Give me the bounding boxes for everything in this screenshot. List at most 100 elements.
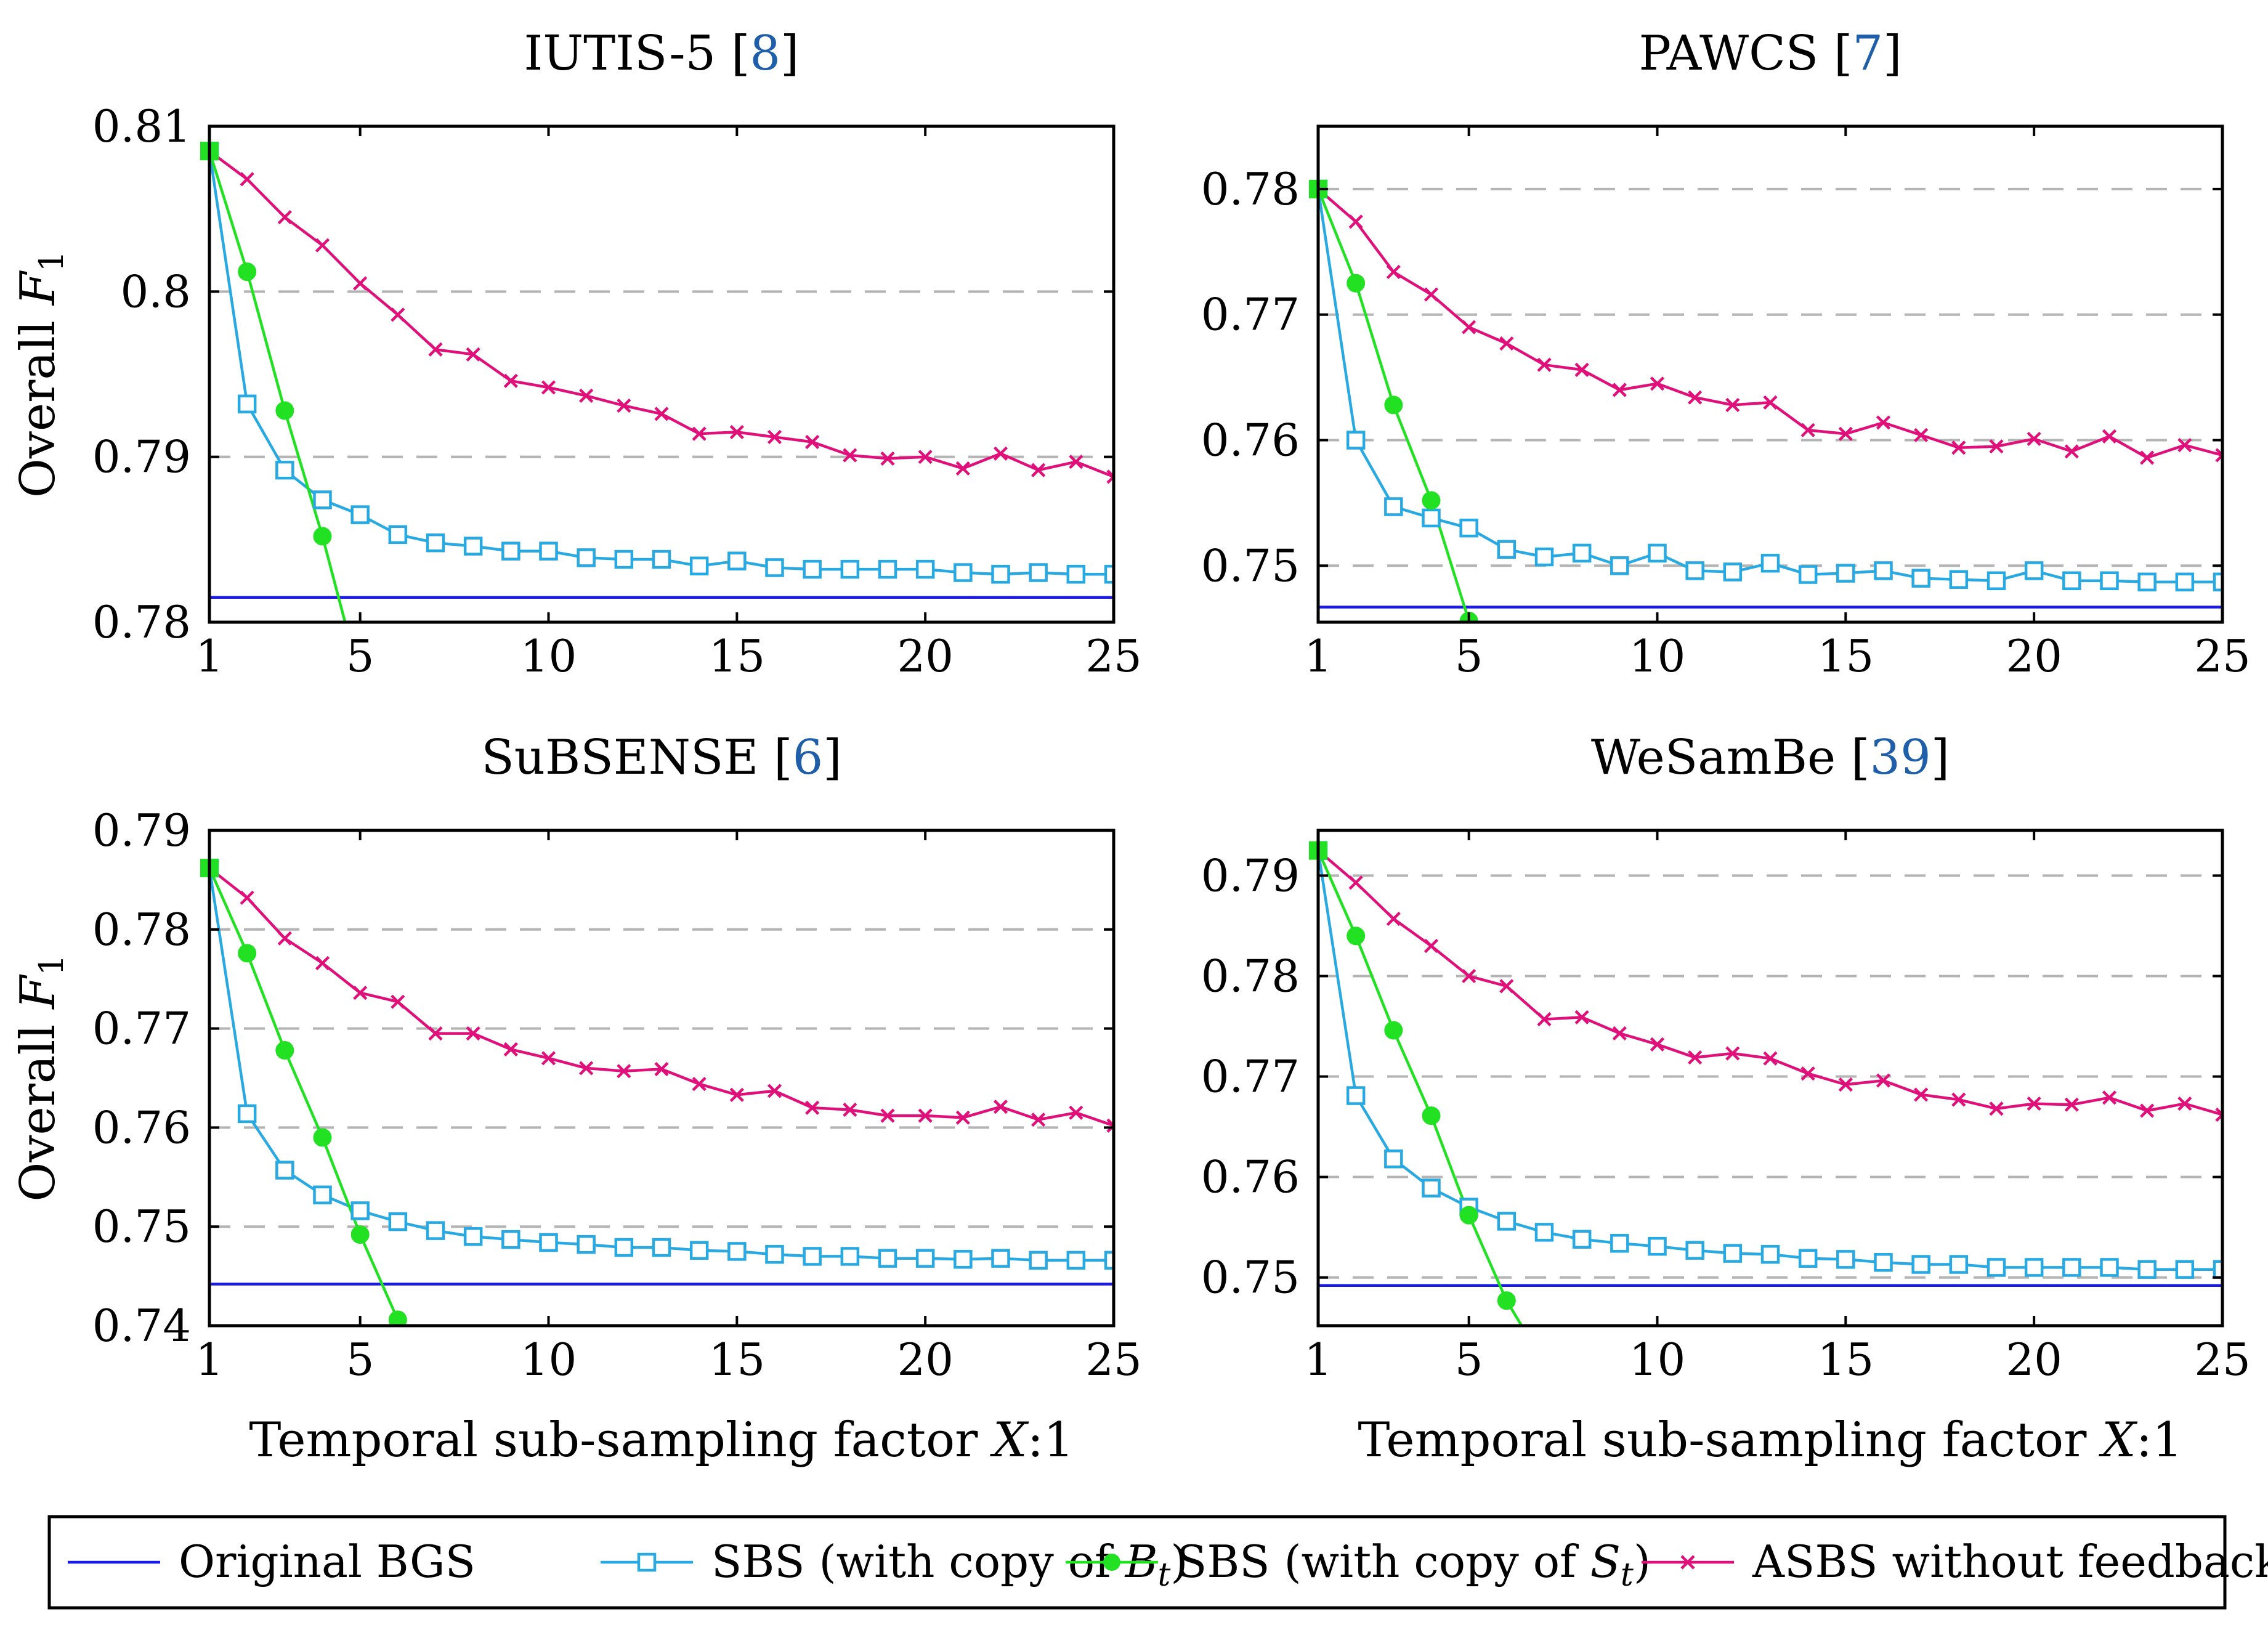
data-point: [388, 525, 408, 545]
citation-link[interactable]: 39: [1869, 730, 1930, 785]
x-tick-label: 5: [1455, 1334, 1483, 1385]
data-point: [1422, 491, 1441, 510]
x-tick-label: 20: [897, 1334, 954, 1385]
data-point: [843, 1102, 857, 1117]
data-point: [1836, 564, 1855, 583]
y-tick-label: 0.77: [1201, 1051, 1300, 1103]
data-point: [652, 549, 671, 569]
data-point: [1384, 1021, 1403, 1040]
data-point: [1066, 1251, 1086, 1270]
data-point: [729, 1087, 744, 1102]
data-point: [539, 541, 558, 561]
data-point: [1499, 979, 1514, 994]
data-point: [1104, 564, 1114, 584]
data-point: [428, 342, 443, 357]
data-point: [1497, 540, 1517, 559]
data-point: [840, 559, 860, 579]
data-point: [1951, 1092, 1966, 1107]
y-tick-label: 0.76: [1201, 414, 1300, 466]
data-point: [1534, 1223, 1554, 1242]
data-point: [1422, 508, 1441, 528]
data-point: [501, 541, 520, 561]
data-point: [275, 460, 294, 480]
data-point: [729, 424, 744, 440]
x-tick-label: 1: [195, 1334, 224, 1385]
data-point: [765, 558, 784, 577]
data-point: [388, 1212, 408, 1231]
data-point: [1798, 1249, 1818, 1268]
data-point: [463, 537, 483, 556]
x-tick-label: 5: [346, 1334, 375, 1385]
data-point: [1537, 357, 1552, 372]
data-point: [428, 1026, 443, 1041]
x-tick-label: 15: [1818, 1334, 1874, 1385]
data-point: [237, 394, 257, 414]
data-point: [689, 1241, 709, 1260]
data-point: [1914, 1087, 1929, 1102]
citation-link[interactable]: 7: [1852, 26, 1883, 81]
data-point: [463, 1227, 483, 1246]
data-point: [466, 347, 480, 362]
data-point: [2100, 1258, 2119, 1277]
data-point: [2177, 1096, 2192, 1111]
data-point: [805, 1100, 820, 1115]
data-point: [2175, 1260, 2195, 1279]
data-point: [1347, 927, 1366, 946]
data-point: [350, 1201, 370, 1220]
data-point: [654, 1061, 669, 1077]
data-point: [880, 451, 895, 466]
panel-title: IUTIS-5 [8]: [524, 26, 800, 81]
data-point: [539, 1233, 558, 1252]
y-tick-label: 0.74: [92, 1300, 191, 1352]
data-point: [1725, 397, 1740, 413]
data-point: [1534, 547, 1554, 567]
data-point: [275, 401, 294, 420]
panel-subsense: SuBSENSE [6]1 5 10 15 20 250.740.750.760.770.…: [10, 730, 1142, 1468]
data-point: [840, 1247, 860, 1266]
data-point: [2027, 1096, 2041, 1111]
x-axis-label: Temporal sub-sampling factor X:1: [1358, 1413, 2182, 1468]
data-point: [277, 931, 292, 946]
data-point: [727, 1242, 747, 1261]
data-point: [843, 448, 857, 463]
data-point: [2213, 1260, 2222, 1279]
citation-link[interactable]: 8: [750, 26, 780, 81]
data-point: [2140, 450, 2155, 465]
series-line-asbs: [1318, 849, 2222, 1116]
data-point: [315, 955, 330, 971]
data-point: [1572, 1230, 1592, 1249]
data-point: [2027, 431, 2041, 447]
data-point: [1069, 455, 1083, 469]
data-point: [2064, 444, 2079, 459]
data-point: [1612, 1026, 1627, 1041]
x-tick-label: 5: [346, 630, 375, 682]
x-tick-label: 1: [1304, 1334, 1332, 1385]
citation-link[interactable]: 6: [793, 730, 824, 785]
panel-wesambe: WeSamBe [39]1 5 10 15 20 250.750.760.770.780.…: [1201, 730, 2251, 1468]
data-point: [1029, 563, 1048, 582]
data-point: [1574, 362, 1589, 377]
data-point: [240, 890, 254, 905]
data-point: [1800, 423, 1815, 437]
x-tick-label: 25: [1085, 630, 1142, 682]
data-point: [1346, 1086, 1366, 1105]
data-point: [1346, 431, 1366, 450]
data-point: [503, 373, 518, 388]
data-point: [767, 1084, 782, 1098]
data-point: [1760, 553, 1780, 573]
data-point: [2137, 572, 2157, 592]
x-tick-label: 25: [2194, 1334, 2251, 1385]
data-point: [993, 446, 1008, 461]
x-tick-label: 20: [2006, 1334, 2062, 1385]
data-point: [391, 994, 405, 1009]
data-point: [1104, 1251, 1114, 1270]
x-tick-label: 20: [897, 630, 954, 682]
series-line-asbs: [209, 150, 1114, 478]
data-point: [1989, 439, 2004, 454]
data-point: [350, 1225, 370, 1244]
y-tick-label: 0.78: [92, 596, 191, 648]
plot-frame: [208, 124, 1116, 624]
data-point: [2024, 561, 2044, 580]
series-line-sbs_s: [209, 867, 399, 1321]
data-point: [1685, 561, 1704, 580]
